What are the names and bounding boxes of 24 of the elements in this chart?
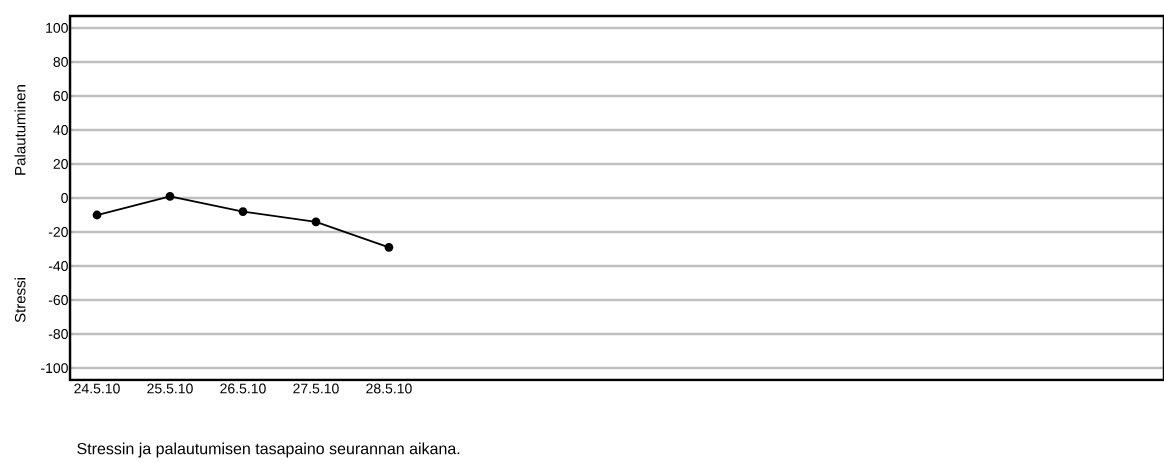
x-tick-label: 26.5.10 xyxy=(220,383,266,394)
point xyxy=(92,210,102,220)
y-tick-label: -20 xyxy=(48,227,68,237)
point xyxy=(311,217,321,227)
y-tick-label: 0 xyxy=(61,193,68,203)
y-tick-label: 40 xyxy=(53,124,68,135)
x-tick-label: 28.5.10 xyxy=(366,383,412,394)
point xyxy=(238,207,248,216)
y-tick-label: -100 xyxy=(41,363,68,374)
y-axis-title: Palautuminen xyxy=(14,85,26,175)
x-tick-label: 24.5.10 xyxy=(74,383,120,394)
y-tick-label: -40 xyxy=(48,261,68,271)
x-tick-label: 25.5.10 xyxy=(147,383,193,394)
text: Stressin ja palautumisen tasapaino seurannan aikana. xyxy=(77,442,460,458)
text: Stressi xyxy=(14,278,26,323)
y-tick-label: 80 xyxy=(53,56,68,67)
y-tick-label: -60 xyxy=(48,295,68,306)
point xyxy=(165,191,175,201)
y-tick-label: 60 xyxy=(53,90,68,101)
y-tick-label: 100 xyxy=(46,22,68,33)
point xyxy=(384,242,394,252)
x-tick-label: 27.5.10 xyxy=(293,383,339,394)
y-tick-label: 20 xyxy=(53,159,68,169)
y-tick-label: -80 xyxy=(48,329,68,340)
